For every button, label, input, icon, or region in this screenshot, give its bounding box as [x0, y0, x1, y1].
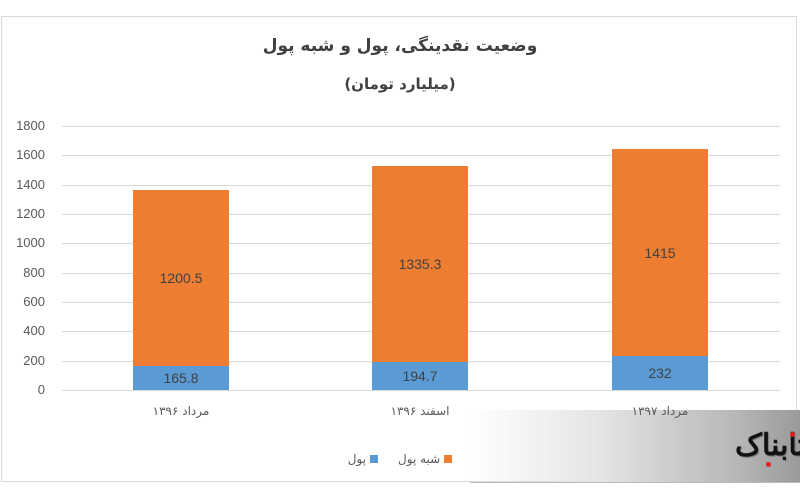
legend-item-quasi-money: شبه پول: [398, 452, 453, 466]
bar-segment-quasi-money: 1415: [612, 149, 708, 356]
x-tick: اسفند ۱۳۹۶: [390, 404, 450, 418]
watermark-logo: تابناک: [735, 428, 800, 463]
logo-dot-icon: [790, 432, 795, 437]
logo-dot-icon: [766, 462, 771, 467]
y-tick: 1200: [16, 206, 45, 221]
bar-segment-money: 232: [612, 356, 708, 390]
y-tick: 0: [37, 382, 45, 397]
x-tick: مرداد ۱۳۹۶: [152, 404, 210, 418]
bar-segment-quasi-money: 1200.5: [133, 190, 229, 366]
y-tick: 800: [23, 265, 45, 280]
bar-group: 1335.3 194.7: [372, 166, 468, 390]
bar-group: 1200.5 165.8: [133, 190, 229, 390]
legend-swatch-icon: [370, 455, 379, 463]
chart-title: وضعیت نقدینگی، پول و شبه پول: [262, 36, 538, 56]
y-tick: 200: [23, 353, 45, 368]
bar-segment-money: 165.8: [133, 366, 229, 390]
chart-subtitle: (میلیارد تومان): [344, 75, 456, 93]
bar-group: 1415 232: [612, 149, 708, 390]
legend: شبه پول پول: [0, 452, 800, 466]
x-tick: مرداد ۱۳۹۷: [631, 404, 689, 418]
gridline: [62, 155, 780, 156]
bar-segment-money: 194.7: [372, 362, 468, 390]
y-tick: 600: [23, 294, 45, 309]
y-tick: 1400: [16, 177, 45, 192]
bar-segment-quasi-money: 1335.3: [372, 166, 468, 362]
legend-item-money: پول: [347, 452, 379, 466]
y-tick: 1800: [16, 118, 45, 133]
legend-swatch-icon: [444, 455, 453, 463]
watermark-band: [470, 410, 800, 483]
legend-label: شبه پول: [398, 452, 441, 466]
gridline-zero: [62, 390, 780, 391]
y-tick: 1600: [16, 147, 45, 162]
y-tick: 1000: [16, 235, 45, 250]
legend-label: پول: [347, 452, 367, 466]
gridline: [62, 126, 780, 127]
y-tick: 400: [23, 323, 45, 338]
